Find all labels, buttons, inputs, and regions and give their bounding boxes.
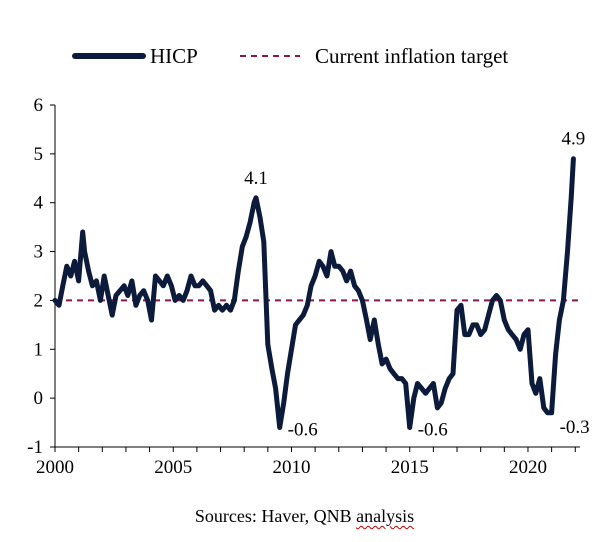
x-tick-label: 2010 [272, 457, 310, 478]
data-label: -0.3 [560, 417, 590, 438]
y-tick-label: 6 [34, 95, 44, 116]
data-label: -0.6 [288, 419, 318, 440]
y-tick-label: 5 [34, 144, 44, 165]
y-tick-label: -1 [27, 437, 43, 458]
x-axis-ticks: 2000 2005 2010 2015 2020 [36, 447, 576, 478]
y-tick-label: 2 [34, 290, 44, 311]
data-label: 4.9 [562, 129, 586, 150]
hicp-series-layer [52, 156, 576, 430]
legend-hicp-label: HICP [150, 44, 198, 68]
annotations: 4.1 -0.6 -0.6 -0.3 4.9 [244, 129, 590, 441]
y-tick-label: 4 [34, 193, 44, 214]
y-tick-label: 1 [34, 339, 44, 360]
x-tick-label: 2015 [391, 457, 429, 478]
y-axis-ticks: -1 0 1 2 3 4 5 6 [27, 95, 55, 458]
y-tick-label: 3 [34, 242, 44, 263]
x-tick-label: 2000 [36, 457, 74, 478]
y-tick-label: 0 [34, 388, 44, 409]
x-tick-label: 2005 [154, 457, 192, 478]
source-note: Sources: Haver, QNB analysis [0, 506, 609, 527]
source-prefix: Sources: Haver, QNB [194, 506, 357, 526]
data-label: 4.1 [244, 168, 268, 189]
legend: HICP Current inflation target [72, 44, 508, 68]
hicp-series-line [52, 156, 576, 430]
source-marked-word: analysis [356, 506, 415, 526]
legend-target-label: Current inflation target [315, 44, 508, 68]
x-tick-label: 2020 [509, 457, 547, 478]
data-label: -0.6 [418, 419, 448, 440]
axes [54, 105, 580, 448]
